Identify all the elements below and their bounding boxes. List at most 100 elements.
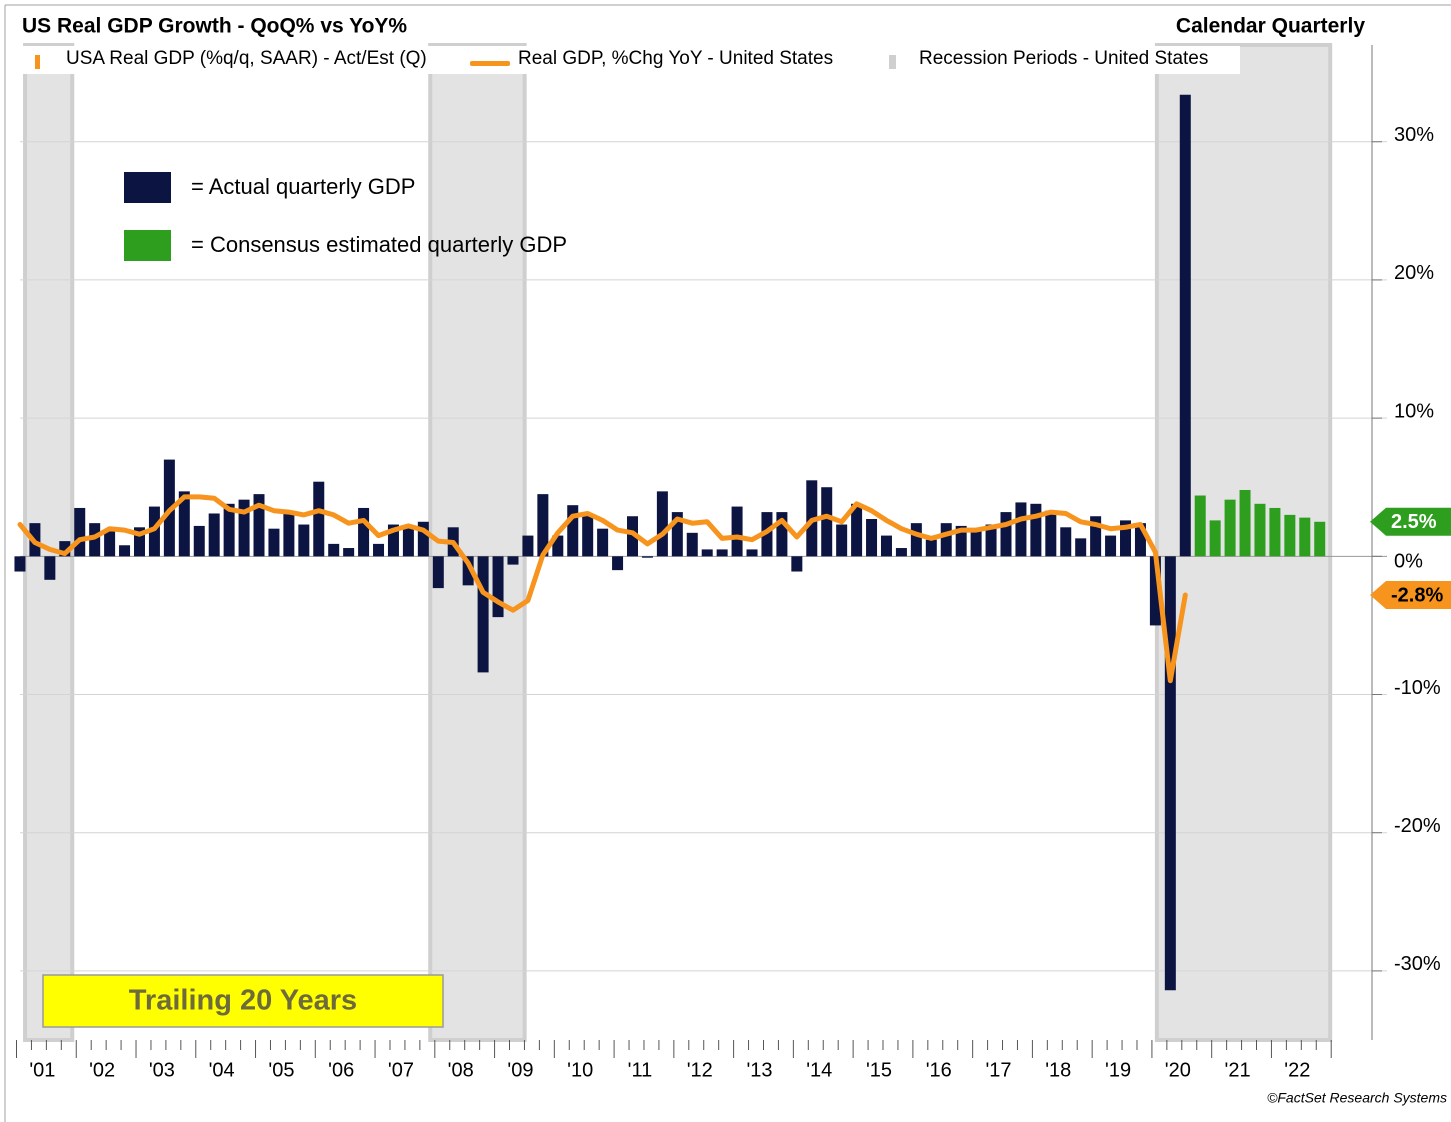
y-tick-label: 10% [1394,400,1434,422]
bar [208,513,220,557]
bar [387,524,399,557]
key-swatch [124,172,171,203]
bar [1134,523,1146,557]
y-tick-label: -10% [1394,677,1441,699]
chart-title: US Real GDP Growth - QoQ% vs YoY% [22,15,407,38]
bar [910,523,922,557]
bar [119,545,131,557]
bar [59,541,71,557]
source: ©FactSet Research Systems [1267,1090,1447,1106]
legend-bg [18,46,1240,74]
legend-label: Real GDP, %Chg YoY - United States [518,48,833,69]
x-tick-label: '17 [985,1059,1011,1081]
bar [612,556,624,571]
x-tick-label: '20 [1165,1059,1191,1081]
bar [44,556,56,580]
x-tick-label: '18 [1045,1059,1071,1081]
legend: USA Real GDP (%q/q, SAAR) - Act/Est (Q) R… [18,46,1240,74]
bar [1105,535,1117,557]
x-tick-label: '12 [687,1059,713,1081]
bar [193,525,205,557]
legend-swatch [889,55,896,69]
annotation: Trailing 20 Years [129,985,357,1017]
bar [1120,520,1132,557]
bar [89,523,101,557]
x-tick-label: '04 [209,1059,235,1081]
bar [1284,514,1296,557]
bar [866,519,878,557]
bar [313,481,325,557]
x-tick-label: '13 [746,1059,772,1081]
bar [686,532,698,557]
bar [522,535,534,557]
bar [492,556,504,618]
bar [671,512,683,557]
bar [343,548,355,557]
annotation-box [42,974,444,1028]
bar [328,543,340,557]
bar [582,514,594,557]
bar [552,535,564,557]
x-tick-label: '03 [149,1059,175,1081]
bar [1149,556,1161,626]
legend-swatch [470,61,510,66]
chart-subtitle: Calendar Quarterly [1176,15,1365,38]
bar [1000,512,1012,557]
bar [537,494,549,557]
x-tick-label: '16 [926,1059,952,1081]
bar [851,503,863,557]
bar [133,527,145,557]
plot-marks [14,94,1326,991]
bar [880,535,892,557]
bar [985,524,997,557]
bar [1299,517,1311,557]
bar [1045,510,1057,557]
key-label: = Consensus estimated quarterly GDP [191,232,567,257]
bar [462,556,474,586]
bar [1224,499,1236,557]
x-tick-label: '06 [328,1059,354,1081]
bar [298,524,310,557]
bar [238,499,250,557]
x-tick-label: '08 [448,1059,474,1081]
bar [701,549,713,557]
x-tick-label: '10 [567,1059,593,1081]
bar [1030,503,1042,557]
bar [716,549,728,557]
yoy-line [17,494,1188,684]
bar [1164,556,1176,991]
x-tick-label: '15 [866,1059,892,1081]
legend-swatch [35,55,40,69]
bar [358,507,370,557]
legend-label: USA Real GDP (%q/q, SAAR) - Act/Est (Q) [66,48,427,69]
bar [1060,527,1072,557]
bar [656,491,668,557]
bar [791,556,803,572]
bar [223,503,235,557]
x-tick-label: '09 [507,1059,533,1081]
x-tick-label: '19 [1105,1059,1131,1081]
bar [1179,94,1191,557]
bar [373,543,385,557]
bar [940,523,952,557]
x-tick-label: '22 [1284,1059,1310,1081]
bar [74,507,86,557]
bar [746,549,758,557]
bar [1194,495,1206,557]
x-tick-label: '01 [29,1059,55,1081]
bar [507,556,519,565]
end-label: -2.8% [1391,584,1443,606]
bar [1239,489,1251,557]
bar [895,548,907,557]
bar [1314,521,1326,557]
y-tick-label: -20% [1394,815,1441,837]
bar [597,528,609,557]
key-swatch [124,230,171,261]
x-tick-label: '05 [268,1059,294,1081]
bar [1269,507,1281,557]
x-tick-label: '11 [628,1059,653,1081]
bar [731,506,743,557]
y-tick-label: 30% [1394,124,1434,146]
x-tick-label: '21 [1225,1059,1251,1081]
bar [1209,520,1221,557]
